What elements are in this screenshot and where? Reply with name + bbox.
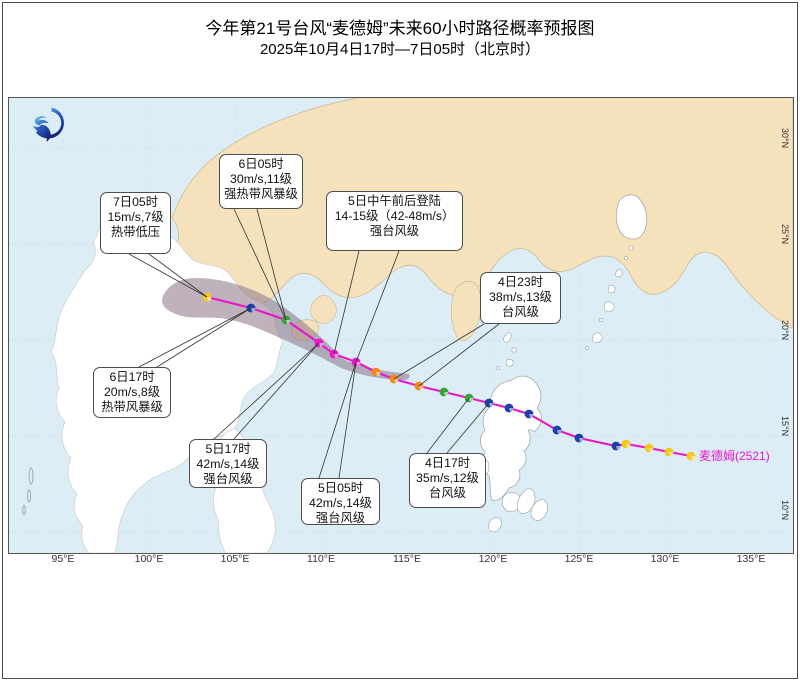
svg-text:麦德姆(2521): 麦德姆(2521) [699, 448, 770, 463]
